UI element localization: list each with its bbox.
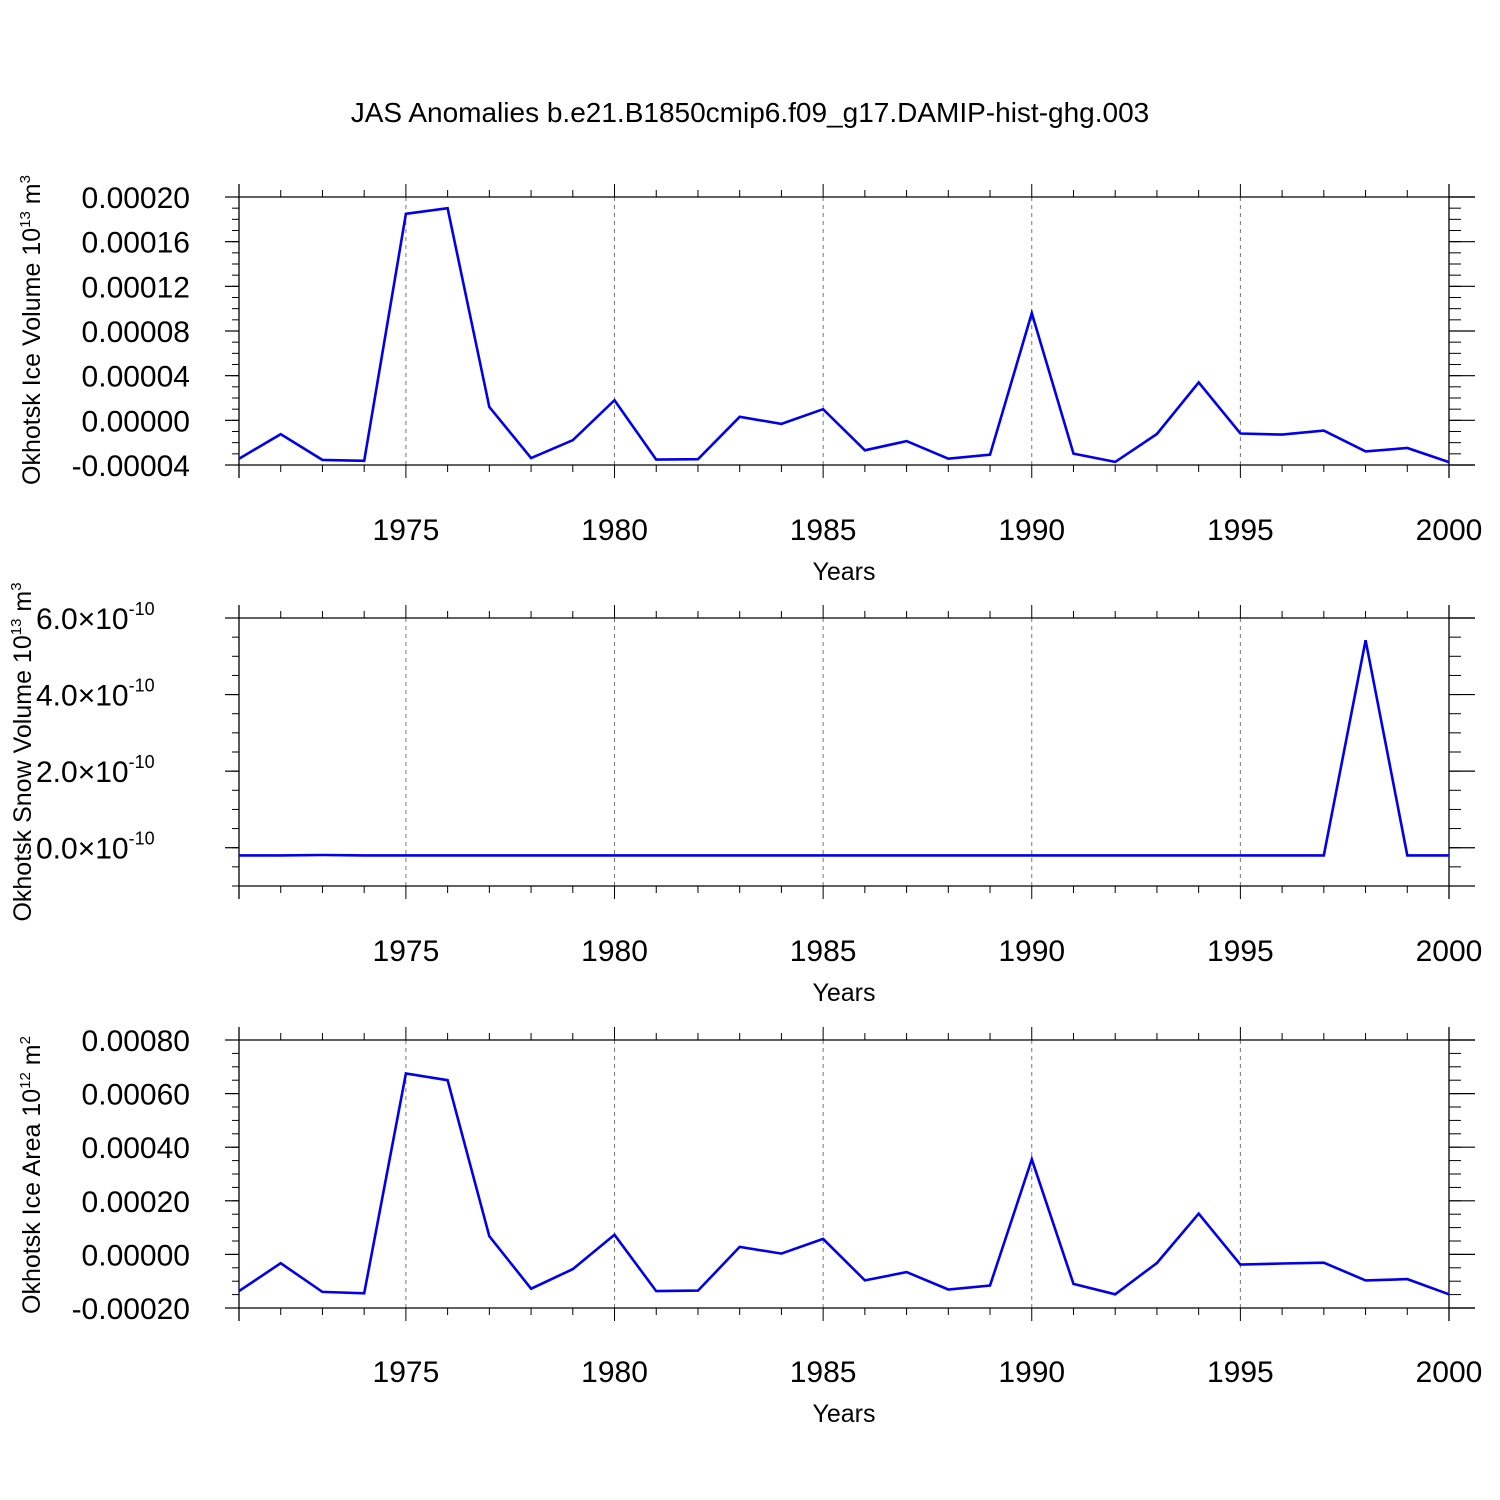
ice-area-ytick-label: 0.00080 [82, 1025, 190, 1058]
ice-volume-xtick-label: 1980 [581, 514, 648, 547]
ice-area-ytick-label: 0.00000 [82, 1239, 190, 1272]
snow-volume-xtick-label: 1980 [581, 935, 648, 968]
ice-volume-ytick-label: 0.00012 [82, 271, 190, 304]
ice-area-xtick-label: 1985 [790, 1356, 857, 1389]
ice-volume-xtick-label: 1975 [373, 514, 440, 547]
snow-volume-xtick-label: 1985 [790, 935, 857, 968]
ice-volume-xtick-label: 2000 [1416, 514, 1483, 547]
ice-volume-xlabel: Years [812, 558, 875, 586]
ice-volume-series-line [238, 206, 1450, 464]
ice-volume-ytick-label: 0.00000 [82, 405, 190, 438]
ice-area-ytick-label: 0.00040 [82, 1132, 190, 1165]
ice-volume-ytick-label: 0.00008 [82, 316, 190, 349]
ice-area-ytick-label: -0.00020 [72, 1293, 190, 1326]
ice-volume-ylabel: Okhotsk Ice Volume 1013 m3 [17, 175, 46, 485]
ice-area-xtick-label: 1990 [998, 1356, 1065, 1389]
chart-title: JAS Anomalies b.e21.B1850cmip6.f09_g17.D… [351, 97, 1149, 128]
ice-volume-ytick-label: -0.00004 [72, 450, 190, 483]
snow-volume-ytick-label: 4.0×10-10 [36, 676, 155, 713]
ice-area-panel: -0.00020 0.00000 0.00020 0.00040 0.00060 0.00… [17, 1025, 1482, 1428]
snow-volume-panel: 0.0×10-10 2.0×10-10 4.0×10-10 6.0×10-10 1975… [8, 582, 1482, 1007]
ice-volume-ytick-label: 0.00016 [82, 227, 190, 260]
snow-volume-xtick-label: 1975 [373, 935, 440, 968]
ice-volume-xtick-label: 1995 [1207, 514, 1274, 547]
ice-area-series-line [238, 1072, 1450, 1296]
snow-volume-ylabel: Okhotsk Snow Volume 1013 m3 [8, 582, 37, 921]
ice-volume-xtick-label: 1990 [998, 514, 1065, 547]
snow-volume-xtick-label: 1990 [998, 935, 1065, 968]
ice-volume-panel: -0.00004 0.00000 0.00004 0.00008 0.00012 0.00… [17, 175, 1482, 586]
ice-area-ytick-label: 0.00060 [82, 1079, 190, 1112]
ice-area-xtick-label: 2000 [1416, 1356, 1483, 1389]
snow-volume-ytick-label: 2.0×10-10 [36, 752, 155, 789]
snow-volume-xlabel: Years [812, 979, 875, 1007]
ice-area-xtick-label: 1980 [581, 1356, 648, 1389]
ice-area-ylabel: Okhotsk Ice Area 1012 m2 [17, 1036, 46, 1314]
ice-volume-ytick-label: 0.00020 [82, 182, 190, 215]
ice-area-xlabel: Years [812, 1400, 875, 1428]
snow-volume-xtick-label: 2000 [1416, 935, 1483, 968]
snow-volume-xtick-label: 1995 [1207, 935, 1274, 968]
snow-volume-series-line [239, 639, 1449, 857]
ice-area-xtick-label: 1975 [373, 1356, 440, 1389]
ice-volume-xtick-label: 1985 [790, 514, 857, 547]
ice-area-xtick-label: 1995 [1207, 1356, 1274, 1389]
snow-volume-ytick-label: 0.0×10-10 [36, 829, 155, 866]
ice-area-ytick-label: 0.00020 [82, 1186, 190, 1219]
ice-volume-ytick-label: 0.00004 [82, 361, 190, 394]
snow-volume-ytick-label: 6.0×10-10 [36, 599, 155, 636]
